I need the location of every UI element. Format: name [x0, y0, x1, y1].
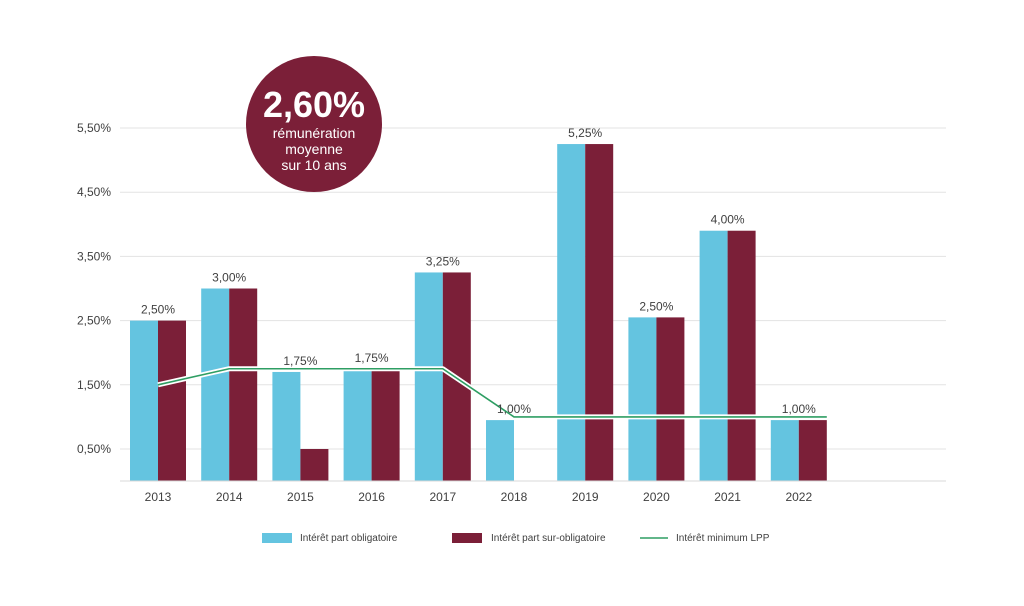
legend-swatch-sur-obligatoire: [452, 533, 482, 543]
y-tick-label: 3,50%: [77, 249, 111, 263]
x-tick-label: 2017: [429, 490, 456, 504]
y-tick-label: 5,50%: [77, 121, 111, 135]
x-tick-label: 2016: [358, 490, 385, 504]
average-badge: 2,60% rémunération moyenne sur 10 ans: [246, 56, 382, 192]
x-tick-label: 2019: [572, 490, 599, 504]
bar-obligatoire: [628, 317, 657, 481]
data-label: 1,00%: [497, 402, 531, 416]
x-tick-label: 2018: [501, 490, 528, 504]
bars: [130, 144, 827, 482]
data-label: 5,25%: [568, 126, 602, 140]
data-label: 4,00%: [711, 213, 745, 227]
bar-obligatoire: [557, 144, 586, 482]
lpp-line-stroke: [157, 367, 827, 418]
data-label: 2,50%: [141, 303, 175, 317]
bar-sur-obligatoire: [656, 317, 685, 481]
badge-line2: moyenne: [285, 141, 343, 157]
bar-sur-obligatoire: [158, 320, 186, 481]
legend-swatch-obligatoire: [262, 533, 292, 543]
x-tick-label: 2020: [643, 490, 670, 504]
badge-line3: sur 10 ans: [281, 157, 346, 173]
bar-obligatoire: [343, 370, 372, 481]
data-label: 1,75%: [355, 351, 389, 365]
badge-circle: [246, 56, 382, 192]
data-labels: 2,50% 3,00% 1,75% 1,75% 3,25% 1,00% 5,25% 2,50%…: [141, 126, 816, 416]
data-label: 3,00%: [212, 271, 246, 285]
x-tick-label: 2014: [216, 490, 243, 504]
y-tick-label: 0,50%: [77, 442, 111, 456]
bar-sur-obligatoire: [229, 288, 258, 481]
lpp-line: [157, 366, 827, 420]
y-tick-label: 2,50%: [77, 314, 111, 328]
bar-sur-obligatoire: [300, 449, 329, 481]
badge-value: 2,60%: [263, 84, 365, 125]
bar-obligatoire: [699, 230, 728, 481]
x-tick-label: 2021: [714, 490, 741, 504]
bar-sur-obligatoire: [585, 144, 614, 482]
x-tick-label: 2013: [145, 490, 172, 504]
bar-sur-obligatoire: [371, 368, 400, 481]
y-tick-label: 4,50%: [77, 185, 111, 199]
bar-obligatoire: [414, 272, 443, 481]
bar-obligatoire: [130, 320, 158, 481]
bar-obligatoire: [272, 371, 301, 481]
legend-label-obligatoire: Intérêt part obligatoire: [300, 533, 398, 544]
bar-sur-obligatoire: [727, 230, 756, 481]
y-axis-ticks: 0,50% 1,50% 2,50% 3,50% 4,50% 5,50%: [77, 121, 111, 456]
bar-obligatoire: [770, 420, 799, 481]
x-tick-label: 2022: [785, 490, 812, 504]
legend: Intérêt part obligatoire Intérêt part su…: [262, 533, 770, 544]
badge-line1: rémunération: [273, 125, 356, 141]
x-tick-label: 2015: [287, 490, 314, 504]
bar-obligatoire: [201, 288, 230, 481]
data-label: 2,50%: [639, 299, 673, 313]
legend-label-lpp: Intérêt minimum LPP: [676, 533, 770, 544]
x-axis-ticks: 2013 2014 2015 2016 2017 2018 2019 2020 2021 2022: [145, 490, 813, 504]
data-label: 1,75%: [283, 354, 317, 368]
data-label: 3,25%: [426, 254, 460, 268]
bar-sur-obligatoire: [798, 420, 827, 481]
y-tick-label: 1,50%: [77, 378, 111, 392]
bar-obligatoire: [486, 420, 514, 481]
legend-label-sur-obligatoire: Intérêt part sur-obligatoire: [491, 533, 606, 544]
data-label: 1,00%: [782, 402, 816, 416]
